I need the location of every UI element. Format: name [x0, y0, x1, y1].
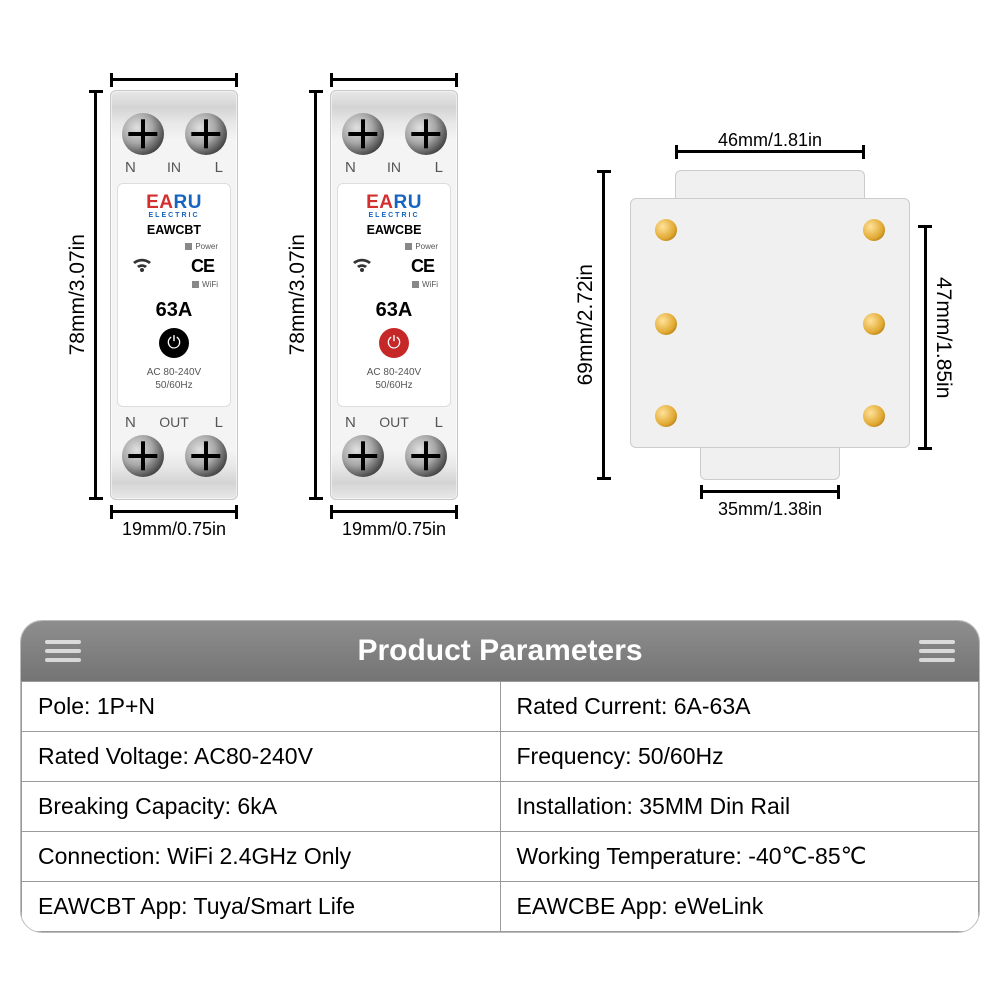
power-button: ⏻ — [379, 328, 409, 358]
terminal-in: IN — [167, 159, 181, 175]
dim-side-top: 46mm/1.81in — [675, 150, 865, 153]
dim-width-a — [110, 78, 238, 81]
table-row: Breaking Capacity: 6kAInstallation: 35MM… — [22, 782, 979, 832]
table-row: Pole: 1P+NRated Current: 6A-63A — [22, 682, 979, 732]
terminal-screw — [185, 435, 227, 477]
power-button: ⏻ — [159, 328, 189, 358]
amperage: 63A — [156, 299, 193, 322]
table-row: Connection: WiFi 2.4GHz OnlyWorking Temp… — [22, 832, 979, 882]
param-cell: Frequency: 50/60Hz — [500, 732, 979, 782]
param-cell: Working Temperature: -40℃-85℃ — [500, 832, 979, 882]
param-cell: Rated Current: 6A-63A — [500, 682, 979, 732]
dim-width-b — [330, 78, 458, 81]
device-side-view — [630, 170, 910, 480]
param-cell: EAWCBT App: Tuya/Smart Life — [22, 882, 501, 932]
terminal-screw — [405, 435, 447, 477]
terminal-screw — [122, 113, 164, 155]
table-row: Rated Voltage: AC80-240VFrequency: 50/60… — [22, 732, 979, 782]
terminal-screw — [122, 435, 164, 477]
terminal-screw — [405, 113, 447, 155]
ce-mark: CE — [191, 256, 214, 277]
parameters-panel: Product Parameters Pole: 1P+NRated Curre… — [20, 620, 980, 933]
terminal-screw — [342, 113, 384, 155]
dim-side-left: 69mm/2.72in — [574, 170, 605, 480]
diagram-area: N IN L EARU ELECTRIC EAWCBT Power CE WiFi … — [0, 0, 1000, 600]
dim-height-b: 78mm/3.07in — [286, 90, 317, 500]
power-indicator: Power — [405, 242, 438, 251]
param-cell: Installation: 35MM Din Rail — [500, 782, 979, 832]
brand-logo: EARU — [366, 192, 422, 214]
voltage-spec: AC 80-240V50/60Hz — [147, 366, 201, 392]
brand-logo: EARU — [146, 192, 202, 214]
dim-side-right: 47mm/1.85in — [924, 225, 955, 450]
device-front-a: N IN L EARU ELECTRIC EAWCBT Power CE WiFi … — [110, 90, 238, 500]
brand-subtext: ELECTRIC — [369, 212, 420, 219]
dim-side-bot: 35mm/1.38in — [700, 490, 840, 520]
terminal-n: N — [125, 159, 136, 176]
model-number: EAWCBT — [147, 223, 201, 237]
voltage-spec: AC 80-240V50/60Hz — [367, 366, 421, 392]
amperage: 63A — [376, 299, 413, 322]
dim-height-a: 78mm/3.07in — [66, 90, 97, 500]
parameters-title: Product Parameters — [357, 634, 642, 668]
dim-width-a-bot: 19mm/0.75in — [110, 510, 238, 540]
parameters-table: Pole: 1P+NRated Current: 6A-63A Rated Vo… — [21, 681, 979, 932]
parameters-header: Product Parameters — [21, 621, 979, 681]
param-cell: Connection: WiFi 2.4GHz Only — [22, 832, 501, 882]
wifi-indicator: WiFi — [192, 280, 218, 289]
menu-icon — [45, 640, 81, 662]
device-front-b: NINL EARU ELECTRIC EAWCBE Power CE WiFi … — [330, 90, 458, 500]
ce-mark: CE — [411, 256, 434, 277]
device-faceplate: EARU ELECTRIC EAWCBT Power CE WiFi 63A ⏻… — [117, 183, 231, 407]
wifi-icon — [350, 254, 374, 278]
terminal-l: L — [215, 159, 223, 176]
brand-subtext: ELECTRIC — [149, 212, 200, 219]
model-number: EAWCBE — [367, 223, 422, 237]
dim-width-b-bot: 19mm/0.75in — [330, 510, 458, 540]
table-row: EAWCBT App: Tuya/Smart LifeEAWCBE App: e… — [22, 882, 979, 932]
terminal-screw — [342, 435, 384, 477]
wifi-indicator: WiFi — [412, 280, 438, 289]
wifi-icon — [130, 254, 154, 278]
param-cell: Rated Voltage: AC80-240V — [22, 732, 501, 782]
param-cell: EAWCBE App: eWeLink — [500, 882, 979, 932]
param-cell: Pole: 1P+N — [22, 682, 501, 732]
terminal-screw — [185, 113, 227, 155]
device-faceplate: EARU ELECTRIC EAWCBE Power CE WiFi 63A ⏻… — [337, 183, 451, 407]
power-indicator: Power — [185, 242, 218, 251]
menu-icon — [919, 640, 955, 662]
param-cell: Breaking Capacity: 6kA — [22, 782, 501, 832]
